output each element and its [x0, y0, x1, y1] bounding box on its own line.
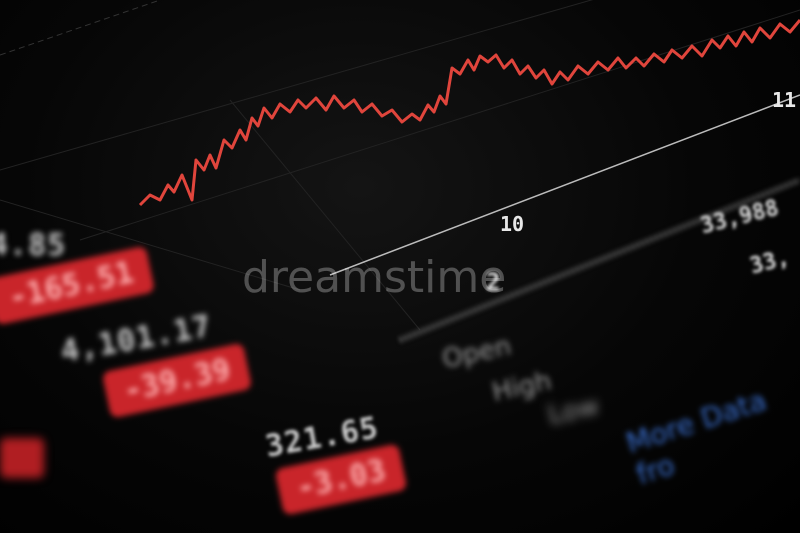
- x-axis-label-2: 2: [486, 268, 501, 296]
- x-axis-label-11: 11: [772, 88, 797, 112]
- quote-price: 4.85: [0, 228, 67, 263]
- grid-line: [79, 9, 800, 241]
- price-series-line: [138, 19, 800, 207]
- grid-line: [229, 99, 421, 331]
- grid-line: [0, 0, 161, 56]
- grid-line: [0, 199, 301, 291]
- quote-change-badge-partial[interactable]: [0, 438, 44, 478]
- grid-line: [0, 0, 594, 171]
- chart-grid: [0, 0, 800, 331]
- x-axis-ticks: [398, 177, 800, 343]
- watermark: dreamstime: [242, 252, 507, 303]
- x-axis-label-10: 10: [500, 212, 525, 236]
- x-axis-line: [329, 94, 800, 276]
